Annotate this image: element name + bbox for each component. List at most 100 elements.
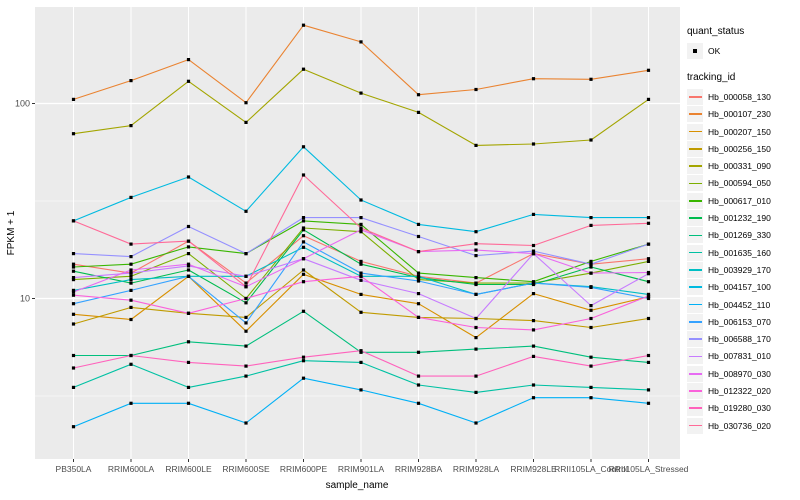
data-point	[359, 230, 363, 234]
data-point	[474, 347, 478, 351]
x-tick-label: RRII105LA_Stressed	[609, 464, 689, 474]
data-point	[129, 281, 133, 285]
data-point	[531, 383, 536, 387]
data-point	[589, 355, 593, 359]
data-point	[646, 216, 651, 220]
legend-key	[687, 382, 703, 399]
data-point	[359, 226, 363, 230]
data-point	[589, 265, 593, 269]
line-swatch-icon	[688, 217, 702, 219]
data-point	[244, 344, 248, 348]
legend-item-label: Hb_004157_100	[708, 282, 771, 293]
data-point	[474, 421, 478, 425]
legend-key	[687, 210, 703, 227]
line-swatch-icon	[688, 199, 702, 202]
data-point	[474, 143, 478, 147]
data-point	[186, 360, 191, 364]
data-point	[129, 362, 133, 366]
data-point	[186, 79, 191, 83]
data-point	[474, 87, 478, 92]
legend-key	[687, 88, 703, 105]
data-point	[646, 259, 651, 263]
legend-item-label: Hb_001232_190	[708, 213, 771, 224]
data-point	[359, 40, 363, 44]
x-tick-label: RRIM901LA	[338, 464, 385, 474]
line-swatch-icon	[688, 182, 702, 185]
data-point	[589, 316, 593, 321]
legend-item-Hb_001269_330: Hb_001269_330	[687, 227, 799, 244]
data-point	[474, 336, 478, 340]
legend-item-Hb_001635_160: Hb_001635_160	[687, 244, 799, 261]
legend-item-label: Hb_006588_170	[708, 334, 771, 345]
x-tick-label: RRIM600PE	[280, 464, 328, 474]
data-point	[531, 344, 536, 348]
legend-quant-status-items: OK	[687, 42, 799, 59]
legend-item-label: Hb_001635_160	[708, 247, 771, 258]
line-swatch-icon	[688, 234, 702, 237]
data-point	[646, 257, 651, 261]
data-point	[531, 252, 536, 256]
data-point	[589, 262, 593, 266]
data-point	[589, 285, 593, 289]
data-point	[646, 242, 651, 246]
data-point	[244, 281, 248, 285]
data-point	[646, 68, 651, 72]
data-point	[129, 401, 133, 405]
data-point	[474, 292, 478, 296]
data-point	[646, 270, 651, 275]
x-tick-label: RRIM928LA	[453, 464, 500, 474]
line-swatch-icon	[688, 303, 702, 306]
line-swatch-icon	[688, 269, 702, 271]
data-point	[301, 23, 306, 27]
data-point	[71, 265, 76, 269]
legend-item-Hb_006588_170: Hb_006588_170	[687, 330, 799, 348]
legend-item-label: Hb_019280_030	[708, 403, 771, 414]
legend: quant_status OK tracking_id Hb_000058_13…	[687, 26, 799, 434]
data-point	[129, 298, 133, 302]
data-point	[359, 262, 363, 266]
data-point	[186, 224, 191, 229]
x-tick-label: PB350LA	[56, 464, 92, 474]
legend-item-label: Hb_000256_150	[708, 143, 771, 154]
data-point	[71, 293, 76, 297]
data-point	[416, 93, 421, 97]
data-point	[589, 259, 593, 263]
data-point	[589, 216, 593, 220]
data-point	[359, 292, 363, 296]
line-swatch-icon	[688, 286, 702, 289]
legend-item-Hb_007831_010: Hb_007831_010	[687, 348, 799, 365]
legend-item-Hb_000594_050: Hb_000594_050	[687, 175, 799, 192]
data-point	[129, 195, 133, 199]
data-point	[129, 278, 133, 282]
x-tick-label: RRII105LA_Control	[554, 464, 628, 474]
data-point	[646, 280, 651, 284]
x-tick-label: RRIM928BA	[395, 464, 443, 474]
data-point	[129, 242, 133, 246]
y-tick-label: 100	[15, 99, 30, 109]
data-point	[244, 296, 248, 301]
data-point	[244, 301, 248, 305]
legend-title-quant-status: quant_status	[687, 26, 745, 37]
legend-item-Hb_004452_110: Hb_004452_110	[687, 296, 799, 313]
data-point	[301, 355, 306, 359]
data-point	[416, 279, 421, 283]
data-point	[301, 219, 306, 223]
plot-panel	[35, 7, 680, 459]
legend-item-label: Hb_000594_050	[708, 178, 771, 189]
data-point	[186, 340, 191, 344]
line-swatch-icon	[688, 338, 702, 340]
data-point	[71, 252, 76, 256]
y-tick-label: 10	[20, 294, 30, 304]
x-axis-title: sample_name	[326, 480, 389, 491]
data-point	[474, 230, 478, 234]
data-point	[646, 294, 651, 298]
data-point	[359, 228, 363, 232]
legend-item-Hb_030736_020: Hb_030736_020	[687, 417, 799, 434]
data-point	[301, 234, 306, 238]
data-point	[129, 353, 133, 358]
line-swatch-icon	[688, 372, 702, 375]
data-point	[416, 222, 421, 226]
data-point	[244, 329, 248, 333]
data-point	[301, 226, 306, 230]
data-point	[474, 248, 478, 252]
